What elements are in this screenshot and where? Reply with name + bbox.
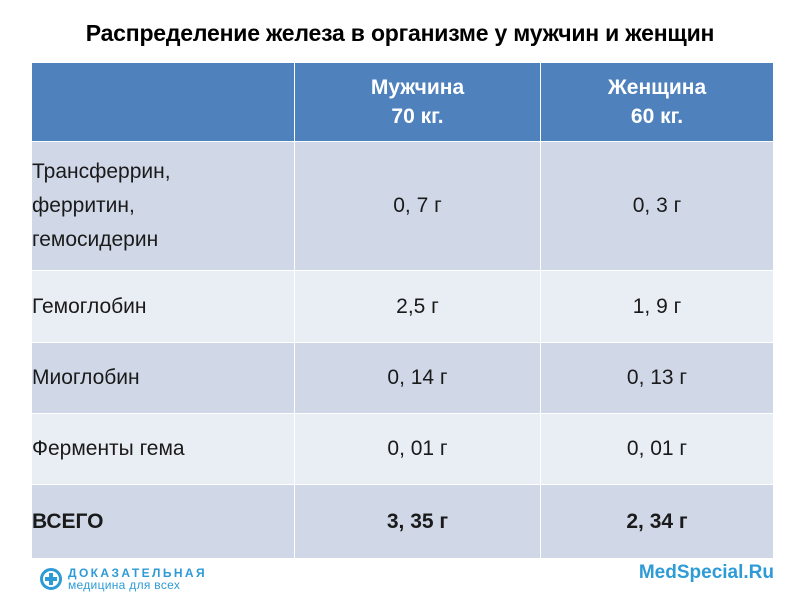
brand-logo[interactable]: ДОКАЗАТЕЛЬНАЯ медицина для всех: [40, 565, 207, 593]
female-value: 0, 01 г: [540, 413, 774, 485]
row-label-line: ферритин,: [32, 194, 135, 217]
table-row: Трансферрин, ферритин, гемосидерин 0, 7 …: [31, 141, 774, 271]
header-female-weight: 60 кг.: [630, 105, 684, 128]
row-label: Ферменты гема: [31, 413, 295, 485]
table-row: Миоглобин 0, 14 г 0, 13 г: [31, 342, 774, 414]
female-value: 2, 34 г: [540, 484, 774, 559]
table-header-row: Мужчина 70 кг. Женщина 60 кг.: [31, 62, 774, 142]
logo-text: ДОКАЗАТЕЛЬНАЯ медицина для всех: [68, 567, 207, 591]
male-value: 2,5 г: [294, 270, 541, 343]
medical-cross-circle-icon: [40, 568, 62, 590]
male-value: 0, 14 г: [294, 342, 541, 414]
header-male: Мужчина 70 кг.: [294, 62, 541, 142]
header-male-weight: 70 кг.: [391, 105, 444, 128]
row-label: Трансферрин, ферритин, гемосидерин: [31, 141, 295, 271]
male-value: 3, 35 г: [294, 484, 541, 559]
page-title: Распределение железа в организме у мужчи…: [85, 20, 715, 46]
header-female: Женщина 60 кг.: [540, 62, 774, 142]
row-label: ВСЕГО: [31, 484, 295, 559]
row-label-line: Трансферрин,: [32, 160, 171, 183]
logo-subtitle: медицина для всех: [68, 578, 181, 592]
row-label: Миоглобин: [31, 342, 295, 414]
female-value: 1, 9 г: [540, 270, 774, 343]
female-value: 0, 3 г: [540, 141, 774, 271]
header-male-label: Мужчина: [370, 76, 465, 99]
iron-distribution-table: Мужчина 70 кг. Женщина 60 кг. Трансферри…: [31, 62, 774, 559]
male-value: 0, 01 г: [294, 413, 541, 485]
table-row: Гемоглобин 2,5 г 1, 9 г: [31, 270, 774, 343]
male-value: 0, 7 г: [294, 141, 541, 271]
row-label-line: гемосидерин: [32, 228, 159, 251]
table-row: Ферменты гема 0, 01 г 0, 01 г: [31, 413, 774, 485]
header-empty-cell: [31, 62, 295, 142]
logo-title: ДОКАЗАТЕЛЬНАЯ: [68, 566, 207, 580]
row-label: Гемоглобин: [31, 270, 295, 343]
female-value: 0, 13 г: [540, 342, 774, 414]
table-row-total: ВСЕГО 3, 35 г 2, 34 г: [31, 484, 774, 559]
site-link[interactable]: MedSpecial.Ru: [638, 562, 774, 583]
header-female-label: Женщина: [607, 76, 707, 99]
